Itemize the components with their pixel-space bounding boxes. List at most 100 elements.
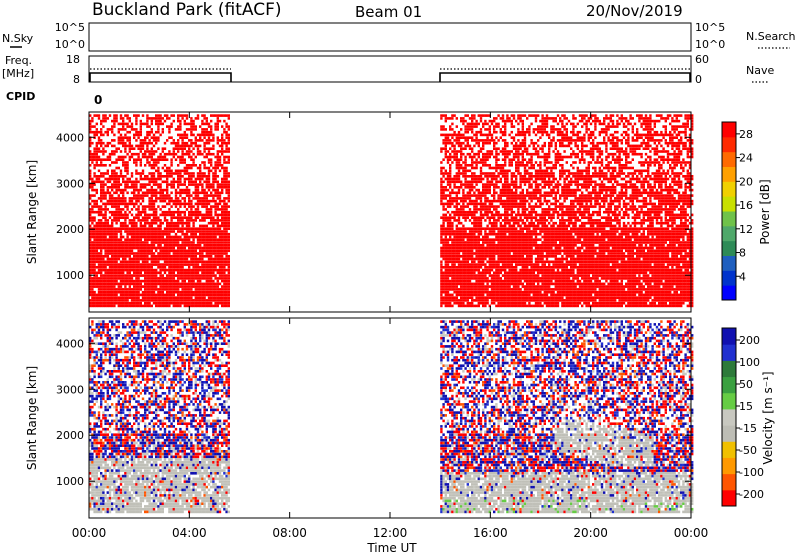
heatmap-cell (146, 244, 149, 247)
heatmap-cell (223, 169, 226, 173)
heatmap-cell (170, 141, 173, 145)
heatmap-cell (203, 232, 206, 236)
heatmap-cell (466, 136, 469, 139)
heatmap-cell (482, 277, 485, 280)
heatmap-cell (449, 252, 452, 255)
heatmap-cell (218, 208, 222, 211)
heatmap-cell (464, 219, 467, 222)
heatmap-cell (181, 279, 184, 283)
heatmap-cell (111, 169, 114, 173)
heatmap-cell (212, 274, 215, 277)
heatmap-cell (93, 194, 96, 197)
heatmap-cell (119, 122, 123, 126)
heatmap-cell (139, 266, 142, 269)
heatmap-cell (490, 216, 494, 219)
heatmap-cell (501, 235, 505, 239)
heatmap-cell (506, 266, 509, 269)
heatmap-cell (119, 169, 123, 173)
heatmap-cell (477, 304, 480, 308)
heatmap-cell (210, 249, 213, 253)
heatmap-cell (106, 232, 109, 236)
heatmap-cell (113, 279, 116, 283)
heatmap-cell (128, 197, 131, 200)
heatmap-cell (194, 235, 197, 239)
heatmap-cell (223, 180, 226, 184)
heatmap-cell (172, 210, 175, 214)
heatmap-cell (490, 224, 494, 228)
heatmap-cell (225, 186, 228, 189)
heatmap-cell (196, 227, 200, 230)
heatmap-cell (130, 172, 134, 175)
heatmap-cell (449, 221, 452, 225)
heatmap-cell (466, 130, 469, 134)
heatmap-cell (471, 128, 474, 131)
heatmap-cell (475, 221, 478, 225)
heatmap-cell (442, 241, 445, 244)
heatmap-cell (488, 238, 491, 241)
heatmap-cell (148, 208, 151, 211)
freq-panel: Freq. [MHz] 18 8 60 0 Nave (2, 53, 774, 86)
heatmap-cell (225, 191, 228, 195)
heatmap-cell (89, 255, 92, 258)
heatmap-cell (119, 244, 123, 247)
heatmap-cell (104, 172, 107, 175)
heatmap-cell (455, 152, 458, 156)
heatmap-cell (159, 277, 162, 280)
heatmap-cell (488, 208, 491, 211)
heatmap-cell (212, 293, 215, 297)
heatmap-cell (499, 244, 502, 247)
heatmap-cell (488, 119, 491, 123)
heatmap-cell (137, 197, 140, 200)
heatmap-cell (161, 285, 164, 288)
heatmap-cell (449, 155, 452, 159)
heatmap-cell (442, 141, 445, 145)
heatmap-cell (172, 249, 175, 253)
heatmap-cell (146, 188, 149, 192)
heatmap-cell (150, 197, 153, 200)
heatmap-cell (128, 227, 131, 230)
heatmap-cell (117, 122, 120, 126)
heatmap-cell (451, 249, 454, 253)
freq-tick-high: 18 (66, 53, 80, 66)
heatmap-cell (111, 202, 114, 206)
heatmap-cell (130, 155, 134, 159)
heatmap-cell (130, 180, 134, 184)
heatmap-cell (218, 227, 222, 230)
heatmap-cell (506, 213, 509, 217)
heatmap-cell (501, 299, 505, 302)
heatmap-cell (130, 260, 134, 264)
heatmap-cell (196, 288, 200, 291)
heatmap-cell (177, 238, 180, 241)
heatmap-cell (468, 227, 472, 230)
heatmap-cell (168, 268, 171, 272)
heatmap-cell (468, 277, 472, 280)
heatmap-cell (141, 224, 145, 228)
heatmap-cell (97, 299, 101, 302)
heatmap-cell (130, 208, 134, 211)
heatmap-cell (457, 263, 461, 266)
heatmap-cell (490, 194, 494, 197)
heatmap-cell (196, 186, 200, 189)
heatmap-cell (495, 246, 498, 250)
heatmap-cell (91, 255, 94, 258)
heatmap-cell (122, 136, 125, 139)
heatmap-cell (221, 114, 224, 117)
heatmap-cell (216, 175, 219, 178)
heatmap-cell (111, 230, 114, 233)
heatmap-cell (453, 277, 456, 280)
heatmap-cell (486, 210, 489, 214)
heatmap-cell (194, 304, 197, 308)
heatmap-cell (214, 172, 217, 175)
heatmap-cell (440, 197, 443, 200)
heatmap-cell (190, 296, 193, 299)
heatmap-cell (135, 122, 138, 126)
heatmap-cell (479, 230, 483, 233)
heatmap-cell (115, 205, 118, 208)
heatmap-cell (163, 238, 167, 241)
heatmap-cell (89, 230, 92, 233)
heatmap-cell (113, 238, 116, 241)
heatmap-cell (455, 197, 458, 200)
heatmap-cell (124, 246, 127, 250)
heatmap-cell (468, 219, 472, 222)
heatmap-cell (89, 249, 92, 253)
